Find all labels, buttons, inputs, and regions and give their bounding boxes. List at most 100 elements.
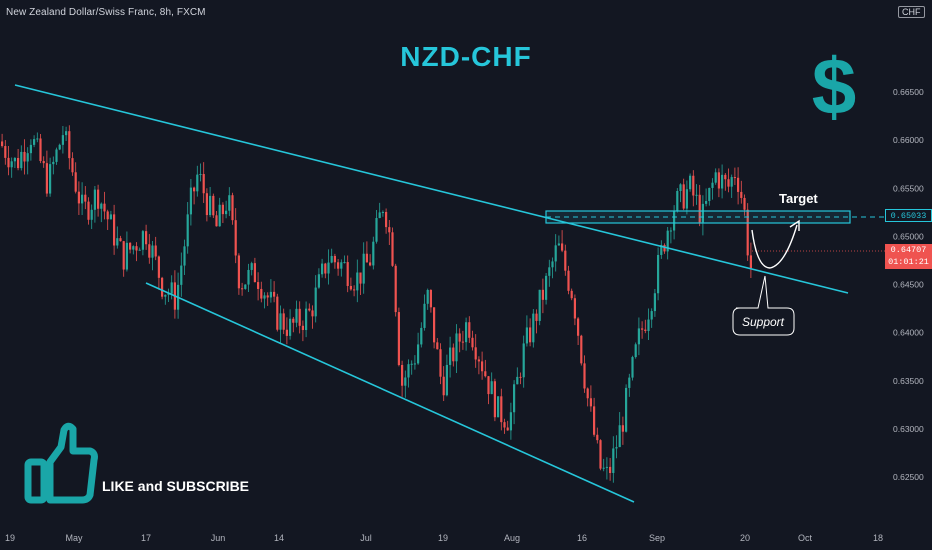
candle-body bbox=[436, 342, 439, 350]
candle-body bbox=[682, 184, 685, 209]
candle-body bbox=[586, 388, 589, 399]
currency-badge[interactable]: CHF bbox=[898, 6, 925, 18]
candle-body bbox=[58, 144, 61, 150]
candle-body bbox=[429, 289, 432, 308]
candle-body bbox=[145, 231, 148, 245]
candle-body bbox=[205, 193, 208, 216]
candle-body bbox=[193, 187, 196, 192]
current-price-tag: 0.64707 bbox=[885, 244, 932, 257]
candle-body bbox=[257, 282, 260, 289]
candle-body bbox=[298, 308, 301, 326]
candle-body bbox=[490, 381, 493, 395]
candle-body bbox=[471, 337, 474, 348]
y-tick-label: 0.66000 bbox=[893, 135, 924, 145]
candle-body bbox=[74, 172, 77, 192]
candle-body bbox=[17, 158, 20, 169]
candle-body bbox=[250, 263, 253, 270]
candle-body bbox=[634, 344, 637, 358]
candle-body bbox=[356, 272, 359, 291]
candle-body bbox=[375, 218, 378, 242]
candle-body bbox=[621, 425, 624, 432]
candle-body bbox=[225, 210, 228, 215]
candle-body bbox=[529, 327, 532, 343]
candle-body bbox=[132, 246, 135, 250]
candle-body bbox=[295, 308, 298, 323]
candle-body bbox=[589, 398, 592, 407]
target-price-tag: 0.65033 bbox=[885, 209, 932, 222]
candle-body bbox=[519, 376, 522, 378]
time-axis[interactable]: 19 May 17 Jun 14 Jul 19 Aug 16 Sep 20 Oct 18 bbox=[5, 533, 883, 543]
candle-body bbox=[477, 359, 480, 362]
candle-body bbox=[113, 214, 116, 246]
candle-body bbox=[362, 253, 365, 284]
candle-body bbox=[570, 290, 573, 299]
candle-body bbox=[679, 184, 682, 191]
candle-body bbox=[644, 329, 647, 331]
candle-body bbox=[241, 288, 244, 290]
x-tick-label: 19 bbox=[438, 533, 448, 543]
candle-body bbox=[420, 327, 423, 345]
candle-body bbox=[625, 387, 628, 432]
candle-body bbox=[727, 179, 730, 187]
candle-body bbox=[657, 254, 660, 294]
candle-body bbox=[218, 204, 221, 227]
target-label: Target bbox=[779, 191, 818, 206]
candle-body bbox=[743, 197, 746, 210]
candle-body bbox=[695, 194, 698, 196]
candle-body bbox=[301, 325, 304, 331]
candle-body bbox=[305, 308, 308, 331]
candle-body bbox=[10, 161, 13, 168]
candle-body bbox=[583, 363, 586, 389]
candle-body bbox=[154, 245, 157, 257]
candle-body bbox=[653, 293, 656, 312]
candle-body bbox=[122, 241, 125, 270]
like-subscribe-text: LIKE and SUBSCRIBE bbox=[102, 478, 250, 494]
candle-body bbox=[311, 310, 314, 317]
x-tick-label: 20 bbox=[740, 533, 750, 543]
candle-body bbox=[33, 139, 36, 145]
candle-body bbox=[474, 347, 477, 360]
price-axis[interactable]: 0.62500 0.63000 0.63500 0.64000 0.64500 0.650… bbox=[893, 87, 924, 482]
candle-body bbox=[631, 357, 634, 378]
candle-body bbox=[714, 172, 717, 183]
candle-body bbox=[500, 396, 503, 423]
candle-body bbox=[660, 244, 663, 255]
candle-body bbox=[29, 144, 32, 154]
candle-body bbox=[138, 249, 141, 251]
candle-body bbox=[711, 182, 714, 188]
candle-body bbox=[567, 270, 570, 291]
candle-body bbox=[666, 230, 669, 252]
candle-body bbox=[484, 371, 487, 377]
candle-body bbox=[20, 151, 23, 169]
candle-body bbox=[388, 227, 391, 233]
candle-body bbox=[365, 253, 368, 263]
candle-body bbox=[455, 333, 458, 362]
candle-body bbox=[458, 333, 461, 342]
candle-body bbox=[167, 293, 170, 295]
candle-body bbox=[391, 232, 394, 266]
candle-body bbox=[740, 191, 743, 198]
candle-body bbox=[7, 157, 10, 168]
candle-body bbox=[327, 262, 330, 274]
candle-body bbox=[724, 174, 727, 180]
support-label: Support bbox=[742, 315, 785, 329]
candle-body bbox=[612, 448, 615, 474]
candle-body bbox=[61, 135, 64, 145]
candle-body bbox=[413, 363, 416, 365]
candle-body bbox=[733, 177, 736, 179]
x-tick-label: 17 bbox=[141, 533, 151, 543]
candle-body bbox=[378, 212, 381, 219]
candle-body bbox=[231, 195, 234, 221]
candle-body bbox=[593, 406, 596, 435]
candle-body bbox=[221, 204, 224, 215]
candle-body bbox=[599, 440, 602, 469]
candle-body bbox=[151, 245, 154, 258]
lower-trendline bbox=[145, 282, 635, 503]
candle-body bbox=[708, 187, 711, 202]
candle-body bbox=[493, 381, 496, 418]
candle-body bbox=[65, 131, 68, 136]
candle-body bbox=[609, 466, 612, 474]
candle-body bbox=[273, 291, 276, 297]
candle-body bbox=[100, 203, 103, 209]
